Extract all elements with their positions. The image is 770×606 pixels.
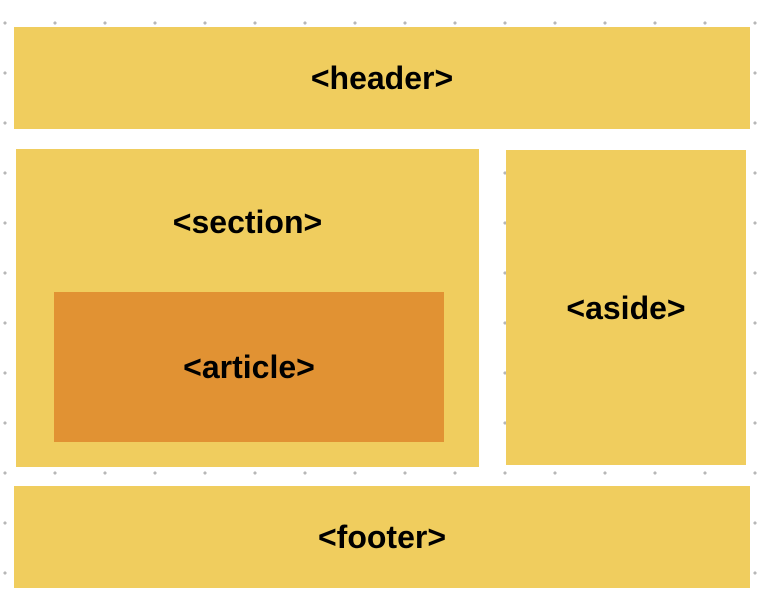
section-label: <section> [172, 204, 323, 240]
article-block: <article> [54, 292, 444, 442]
article-label: <article> [183, 349, 315, 385]
aside-block: <aside> [506, 150, 746, 465]
aside-label: <aside> [566, 289, 686, 326]
footer-label: <footer> [317, 519, 447, 555]
footer-block: <footer> [14, 486, 750, 588]
header-label: <header> [310, 60, 454, 96]
header-block: <header> [14, 27, 750, 129]
